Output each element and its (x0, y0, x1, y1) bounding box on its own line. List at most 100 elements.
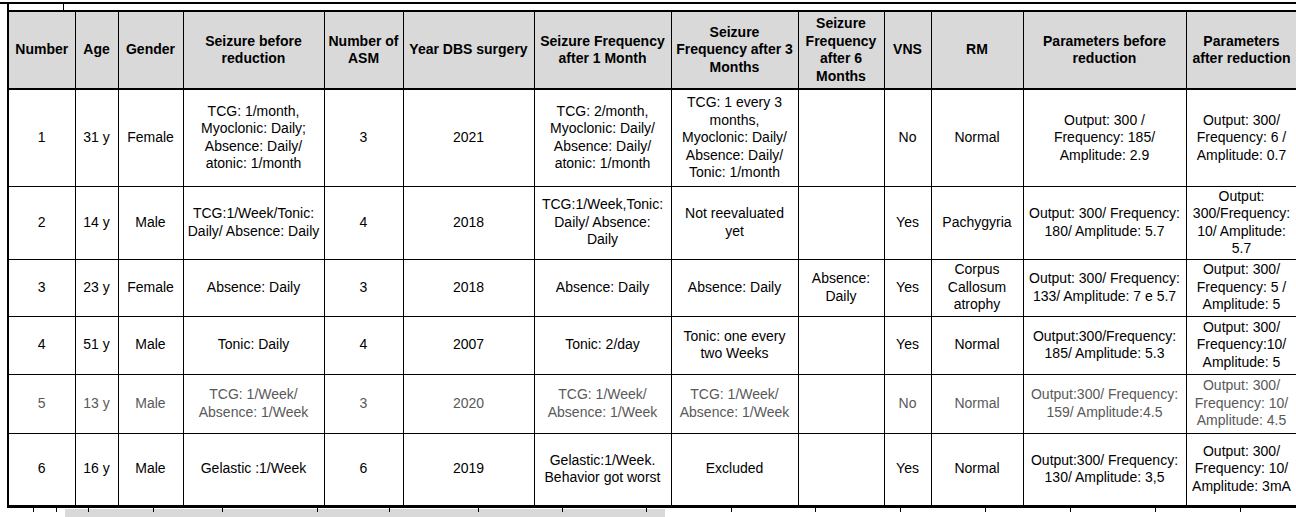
cell: Output: 300/ Frequency: 133/ Amplitude: … (1023, 259, 1186, 316)
column-header-seizure-frequency-after-1-month: Seizure Frequency after 1 Month (534, 11, 671, 89)
bottom-column-tick (317, 507, 318, 512)
top-column-tick (63, 2, 64, 10)
table-row: 323 yFemaleAbsence: Daily32018Absence: D… (8, 259, 1296, 316)
cell: Yes (884, 186, 931, 259)
bottom-column-tick (153, 507, 154, 512)
table-row: 131 yFemaleTCG: 1/month, Myoclonic: Dail… (8, 89, 1296, 186)
column-header-age: Age (75, 11, 118, 89)
cell: 13 y (75, 374, 118, 433)
cell: Output:300/ Frequency: 159/ Amplitude:4.… (1023, 374, 1186, 433)
cell: TCG:1/Week,Tonic: Daily/ Absence: Daily (534, 186, 671, 259)
cell: Output: 300/ Frequency: 10/ Amplitude: 4… (1186, 374, 1296, 433)
cell: Not reevaluated yet (671, 186, 798, 259)
cell: TCG:1/Week/Tonic: Daily/ Absence: Daily (183, 186, 324, 259)
bottom-column-tick (900, 507, 901, 512)
cell: TCG: 1/Week/ Absence: 1/Week (534, 374, 671, 433)
cell: Output:300/Frequency: 185/ Amplitude: 5.… (1023, 316, 1186, 374)
patients-table: NumberAgeGenderSeizure before reduction N… (7, 10, 1296, 508)
bottom-column-tick (985, 507, 986, 512)
cell: No (884, 374, 931, 433)
cell: 2018 (403, 186, 534, 259)
bottom-column-tick (33, 507, 34, 512)
cell: TCG: 1/month, Myoclonic: Daily; Absence:… (183, 89, 324, 186)
cell: 51 y (75, 316, 118, 374)
cell: 6 (8, 433, 75, 506)
table-row: 214 yMaleTCG:1/Week/Tonic: Daily/ Absenc… (8, 186, 1296, 259)
cell: No (884, 89, 931, 186)
cell: 6 (324, 433, 403, 506)
cell: Output: 300/Frequency: 10/ Amplitude: 5.… (1186, 186, 1296, 259)
cell: TCG: 2/month, Myoclonic: Daily/ Absence:… (534, 89, 671, 186)
cell (798, 186, 884, 259)
cell: TCG: 1/Week/ Absence: 1/Week (183, 374, 324, 433)
cell: TCG: 1/Week/ Absence: 1/Week (671, 374, 798, 433)
top-page-rule (0, 2, 1296, 4)
cell: 16 y (75, 433, 118, 506)
cell: 23 y (75, 259, 118, 316)
cell: Excluded (671, 433, 798, 506)
column-header-year-dbs-surgery: Year DBS surgery (403, 11, 534, 89)
column-header-seizure-frequency-after-6-months: Seizure Frequency after 6 Months (798, 11, 884, 89)
cell: 31 y (75, 89, 118, 186)
cell: Tonic: 2/day (534, 316, 671, 374)
cell: Absence: Daily (671, 259, 798, 316)
cell: Output: 300/ Frequency: 6 / Amplitude: 0… (1186, 89, 1296, 186)
column-header-rm: RM (931, 11, 1023, 89)
cell: Output:300/ Frequency: 130/ Amplitude: 3… (1023, 433, 1186, 506)
bottom-column-tick (222, 507, 223, 512)
table-header: NumberAgeGenderSeizure before reductionN… (8, 11, 1296, 89)
cell: 5 (8, 374, 75, 433)
cell: 2021 (403, 89, 534, 186)
cell: 1 (8, 89, 75, 186)
cell (798, 433, 884, 506)
cell: Absence: Daily (534, 259, 671, 316)
column-header-gender: Gender (118, 11, 183, 89)
table-row: 513 yMaleTCG: 1/Week/ Absence: 1/Week320… (8, 374, 1296, 433)
cell: Male (118, 186, 183, 259)
cell: Male (118, 374, 183, 433)
cell: 2020 (403, 374, 534, 433)
cell: 4 (8, 316, 75, 374)
bottom-column-tick (1070, 507, 1071, 512)
bottom-column-tick (562, 507, 563, 512)
cell: 3 (324, 259, 403, 316)
cell: Tonic: Daily (183, 316, 324, 374)
cell: 2 (8, 186, 75, 259)
cell: 4 (324, 316, 403, 374)
cell: Output: 300/ Frequency: 180/ Amplitude: … (1023, 186, 1186, 259)
cell: Output: 300/ Frequency: 10/ Amplitude: 3… (1186, 433, 1296, 506)
cell: Normal (931, 433, 1023, 506)
next-table-header-sliver (65, 509, 665, 517)
header-row: NumberAgeGenderSeizure before reductionN… (8, 11, 1296, 89)
cell: 14 y (75, 186, 118, 259)
cell: Tonic: one every two Weeks (671, 316, 798, 374)
table-row: 616 yMaleGelastic :1/Week62019Gelastic:1… (8, 433, 1296, 506)
cell: Output: 300/ Frequency:10/ Amplitude: 5 (1186, 316, 1296, 374)
cell: Absence: Daily (798, 259, 884, 316)
column-header-parameters-after-reduction: Parameters after reduction (1186, 11, 1296, 89)
cell: 3 (8, 259, 75, 316)
cell (798, 316, 884, 374)
page: NumberAgeGenderSeizure before reduction N… (0, 0, 1296, 517)
cell: Output: 300 / Frequency: 185/ Amplitude:… (1023, 89, 1186, 186)
bottom-column-tick (478, 507, 479, 512)
cell: Normal (931, 89, 1023, 186)
column-header-seizure-frequency-after-3-months: Seizure Frequency after 3 Months (671, 11, 798, 89)
bottom-column-tick (815, 507, 816, 512)
column-header-parameters-before-reduction: Parameters before reduction (1023, 11, 1186, 89)
bottom-column-tick (731, 507, 732, 512)
bottom-column-tick (56, 507, 57, 512)
cell (798, 89, 884, 186)
cell: Normal (931, 374, 1023, 433)
cell: 2007 (403, 316, 534, 374)
cell: 3 (324, 89, 403, 186)
bottom-column-tick (1240, 507, 1241, 512)
cell: Yes (884, 316, 931, 374)
bottom-column-tick (1155, 507, 1156, 512)
column-header-seizure-before-reduction: Seizure before reduction (183, 11, 324, 89)
cell: 2018 (403, 259, 534, 316)
cell: TCG: 1 every 3 months, Myoclonic: Daily/… (671, 89, 798, 186)
column-header-number: Number (8, 11, 75, 89)
cell: Yes (884, 433, 931, 506)
table-row: 451 yMaleTonic: Daily42007Tonic: 2/dayTo… (8, 316, 1296, 374)
